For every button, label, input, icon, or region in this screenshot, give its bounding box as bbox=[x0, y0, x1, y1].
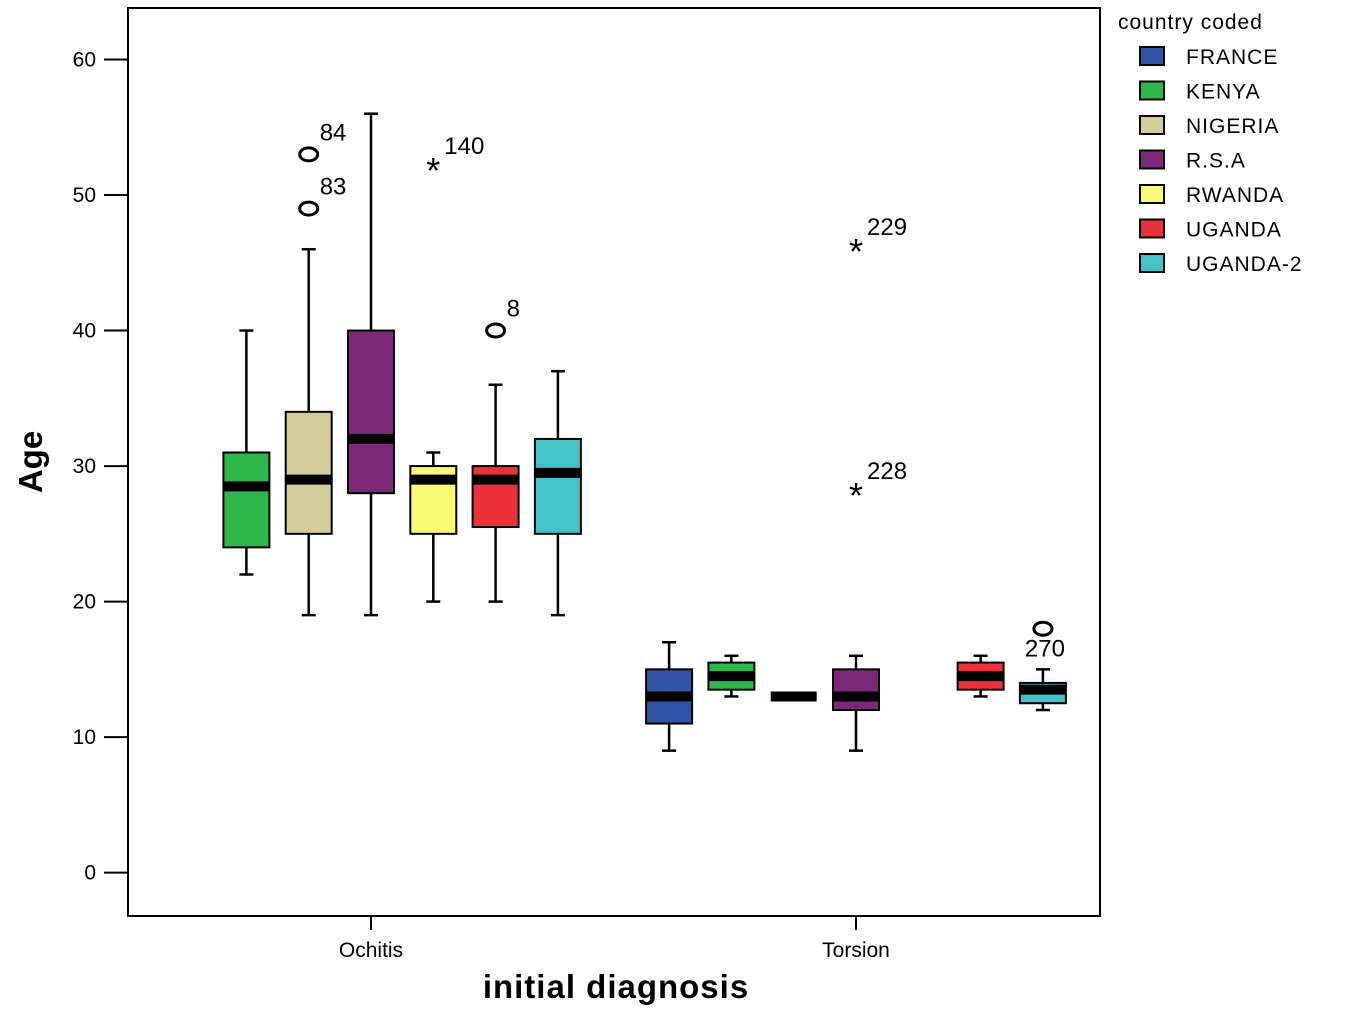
x-tick-label-ochitis: Ochitis bbox=[339, 939, 403, 962]
outlier-circle-marker bbox=[1032, 620, 1054, 637]
outlier-140: *140 bbox=[426, 133, 484, 191]
x-axis-title: initial diagnosis bbox=[483, 968, 749, 1005]
outlier-83: 83 bbox=[298, 174, 347, 217]
y-tick-label: 20 bbox=[73, 591, 96, 614]
legend-swatch bbox=[1139, 253, 1165, 273]
legend-item-nigeria: NIGERIA bbox=[1139, 115, 1279, 138]
y-axis-title: Age bbox=[12, 431, 49, 493]
legend-label: RWANDA bbox=[1186, 184, 1284, 207]
legend-title: country coded bbox=[1118, 11, 1263, 34]
box-torsion-r-s-a bbox=[832, 654, 880, 752]
y-tick-label: 60 bbox=[73, 48, 96, 71]
legend-item-uganda-2: UGANDA-2 bbox=[1139, 253, 1303, 276]
legend-item-france: FRANCE bbox=[1139, 46, 1278, 69]
outlier-8: 8 bbox=[485, 296, 520, 339]
outlier-229: *229 bbox=[849, 214, 907, 272]
box-ochitis-r-s-a bbox=[347, 112, 395, 617]
box-iqr bbox=[284, 410, 333, 535]
y-tick-label: 30 bbox=[73, 455, 96, 478]
legend-label: R.S.A bbox=[1186, 150, 1246, 173]
outlier-label: 83 bbox=[320, 174, 347, 201]
outlier-84: 84 bbox=[298, 119, 347, 163]
outlier-label: 270 bbox=[1025, 636, 1065, 663]
outlier-label: 140 bbox=[444, 133, 484, 160]
legend-item-rwanda: RWANDA bbox=[1139, 184, 1284, 207]
legend-swatch bbox=[1139, 184, 1165, 204]
legend-swatch bbox=[1139, 115, 1165, 135]
legend-swatch bbox=[1139, 218, 1165, 239]
y-tick-label: 0 bbox=[84, 862, 96, 885]
legend-item-uganda: UGANDA bbox=[1139, 218, 1282, 242]
legend-item-r-s-a: R.S.A bbox=[1139, 149, 1246, 173]
x-tick-label-torsion: Torsion bbox=[822, 939, 890, 962]
legend-label: UGANDA bbox=[1186, 219, 1282, 242]
legend-label: UGANDA-2 bbox=[1186, 253, 1303, 276]
box-iqr bbox=[222, 451, 271, 549]
legend-label: KENYA bbox=[1186, 81, 1261, 104]
box-torsion-uganda-2 bbox=[1018, 668, 1067, 712]
boxes bbox=[222, 112, 1067, 752]
outlier-228: *228 bbox=[849, 458, 907, 516]
box-iqr bbox=[533, 437, 582, 535]
y-axis: 0 10 20 30 40 50 60 bbox=[73, 48, 128, 885]
box-ochitis-nigeria bbox=[284, 247, 333, 617]
outlier-label: 84 bbox=[320, 119, 347, 146]
outlier-star-marker: * bbox=[849, 475, 863, 516]
outlier-star-marker: * bbox=[849, 231, 863, 272]
y-tick-label: 50 bbox=[73, 184, 96, 207]
x-axis: Ochitis Torsion bbox=[339, 916, 890, 962]
box-ochitis-rwanda bbox=[409, 451, 458, 603]
legend-swatch bbox=[1139, 46, 1165, 66]
outlier-label: 8 bbox=[507, 296, 520, 323]
outlier-circle-marker bbox=[485, 322, 507, 339]
box-iqr bbox=[347, 329, 395, 495]
legend-swatch bbox=[1139, 80, 1165, 101]
y-tick-label: 10 bbox=[73, 726, 96, 749]
legend-item-kenya: KENYA bbox=[1139, 80, 1261, 104]
outlier-label: 228 bbox=[867, 458, 907, 485]
outlier-star-marker: * bbox=[426, 150, 440, 191]
box-torsion-kenya bbox=[707, 654, 756, 698]
box-ochitis-kenya bbox=[222, 329, 271, 576]
plot-frame bbox=[127, 7, 1101, 917]
box-torsion-uganda bbox=[956, 654, 1005, 698]
outlier-circle-marker bbox=[298, 200, 320, 217]
legend-label: NIGERIA bbox=[1186, 115, 1279, 138]
outlier-circle-marker bbox=[298, 146, 320, 163]
legend-label: FRANCE bbox=[1186, 46, 1278, 69]
outlier-270: 270 bbox=[1025, 620, 1065, 663]
box-ochitis-uganda-2 bbox=[533, 369, 582, 617]
box-ochitis-uganda bbox=[471, 383, 520, 603]
outlier-label: 229 bbox=[867, 214, 907, 241]
legend-swatch bbox=[1139, 149, 1165, 170]
legend: country coded FRANCE KENYA NIGERIA R.S.A RWA… bbox=[1118, 11, 1303, 276]
box-iqr bbox=[832, 668, 880, 712]
box-torsion-france bbox=[645, 640, 694, 752]
y-tick-label: 40 bbox=[73, 320, 96, 343]
